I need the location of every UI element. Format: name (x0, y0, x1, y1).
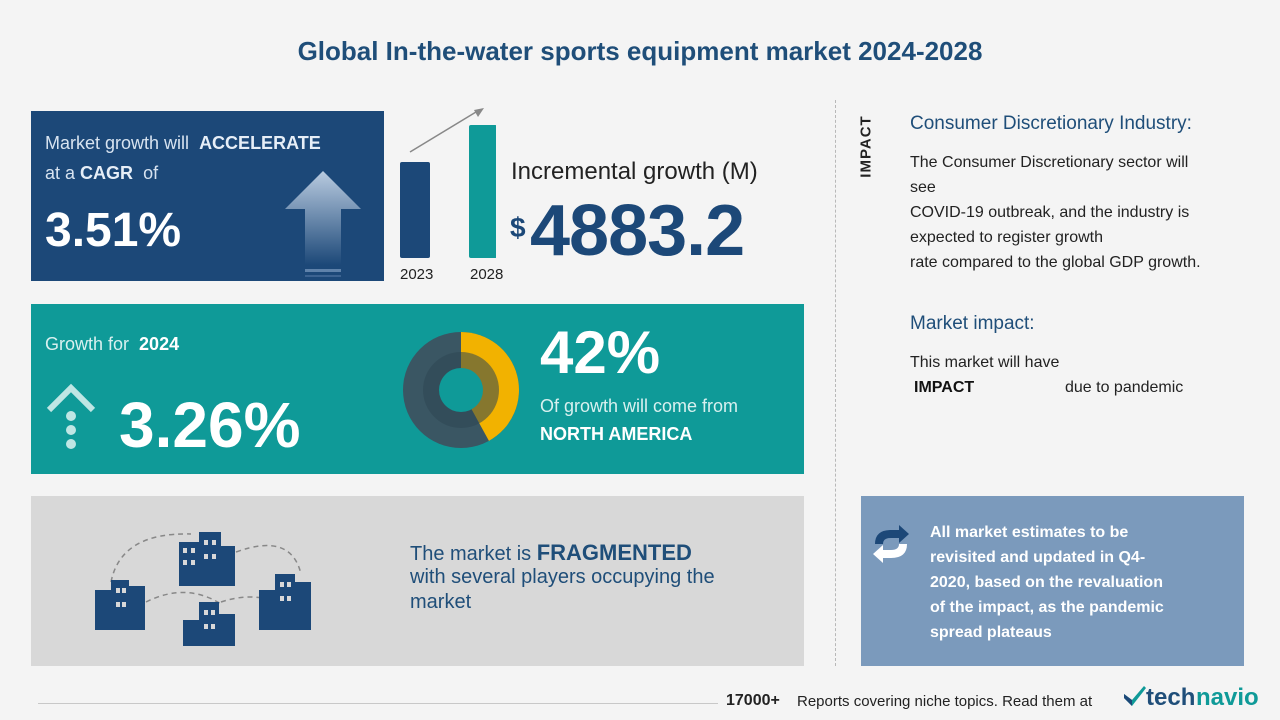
year-end-label: 2028 (470, 266, 504, 283)
logo-text-tech[interactable]: tech (1146, 684, 1196, 711)
fragmented-line2: with several players occupying the (410, 566, 715, 588)
growth-year: 2024 (139, 334, 180, 354)
growth-value: 3.26% (119, 389, 301, 461)
note-line: 2020, based on the revaluation (930, 574, 1163, 591)
note-line: All market estimates to be (930, 524, 1129, 541)
cagr-line2-prefix: at a (45, 163, 76, 183)
technavio-logo-icon[interactable] (1124, 686, 1146, 706)
cagr-line1-prefix: Market growth will (45, 133, 190, 153)
industry-line: The Consumer Discretionary sector will (910, 154, 1189, 171)
year-start-label: 2023 (400, 266, 434, 283)
growth-bars-icon (400, 108, 496, 258)
industry-line: see (910, 179, 936, 196)
footer-report-count: 17000+ (726, 692, 780, 709)
cagr-panel: Market growth will ACCELERATE at a CAGR … (31, 111, 384, 281)
fragmented-panel: The market is FRAGMENTED with several pl… (31, 496, 804, 666)
share-value: 42% (540, 319, 661, 386)
fragmented-line3: market (410, 591, 472, 613)
market-impact-line: This market will have (910, 354, 1060, 371)
fragmented-prefix: The market is (410, 543, 532, 565)
note-line: spread plateaus (930, 624, 1052, 641)
growth-label-prefix: Growth for (45, 334, 130, 354)
market-impact-strong: IMPACT (914, 379, 975, 396)
fragmented-strong: FRAGMENTED (536, 540, 692, 565)
fragmented-line1: The market is FRAGMENTED (410, 540, 692, 566)
industry-line: rate compared to the global GDP growth. (910, 254, 1201, 271)
footer-divider (38, 703, 718, 704)
up-arrow-icon (285, 171, 361, 277)
cagr-line2-suffix: of (143, 163, 159, 183)
cagr-line1: Market growth will ACCELERATE (45, 133, 321, 154)
cagr-accelerate: ACCELERATE (199, 133, 321, 153)
industry-line: expected to register growth (910, 229, 1103, 246)
cagr-value: 3.51% (45, 204, 182, 257)
market-impact-suffix: due to pandemic (1065, 379, 1184, 396)
buildings-icon (95, 532, 311, 646)
growth-arrow-icon (46, 383, 96, 449)
share-text: Of growth will come from (540, 396, 739, 416)
impact-vertical-label: IMPACT (853, 110, 897, 190)
incremental-growth-label: Incremental growth (M) (511, 158, 758, 185)
column-divider (835, 100, 836, 666)
donut-chart-icon (403, 332, 519, 448)
market-impact-title: Market impact: (910, 313, 1035, 334)
refresh-icon (873, 525, 909, 563)
cagr-line2: at a CAGR of (45, 163, 158, 184)
incremental-growth-value: 4883.2 (530, 191, 745, 271)
impact-vertical-text: IMPACT (857, 115, 875, 178)
note-line: revisited and updated in Q4- (930, 549, 1146, 566)
share-region: NORTH AMERICA (540, 424, 693, 444)
industry-line: COVID-19 outbreak, and the industry is (910, 204, 1190, 221)
note-line: of the impact, as the pandemic (930, 599, 1164, 616)
currency-symbol: $ (510, 212, 526, 243)
logo-text-navio[interactable]: navio (1196, 684, 1259, 711)
industry-title: Consumer Discretionary Industry: (910, 113, 1192, 134)
footer-text: Reports covering niche topics. Read them… (797, 693, 1093, 710)
growth-panel: Growth for 2024 3.26% 42% Of growth will… (31, 304, 804, 474)
note-panel: All market estimates to be revisited and… (861, 496, 1244, 666)
growth-label: Growth for 2024 (45, 334, 179, 355)
cagr-label: CAGR (80, 163, 134, 183)
page-title: Global In-the-water sports equipment mar… (297, 36, 983, 66)
